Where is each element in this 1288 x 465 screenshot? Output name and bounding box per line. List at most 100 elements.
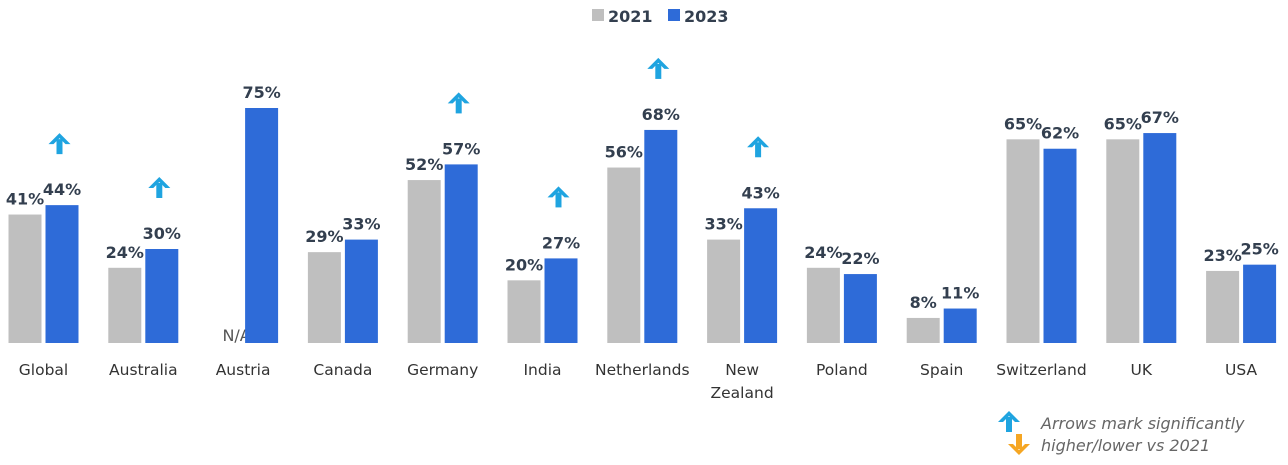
significance-up-arrow-icon-shaft: [555, 192, 562, 208]
bar-2023: [1143, 133, 1177, 343]
significance-up-arrow-icon: [547, 186, 570, 208]
value-label-2023: 25%: [1240, 240, 1278, 259]
bar-2021: [407, 180, 441, 343]
bar-2023: [644, 129, 678, 343]
significance-note: Arrows mark significantly higher/lower vs…: [998, 411, 1245, 455]
note-down-arrow-icon-shaft: [1016, 434, 1022, 449]
value-label-2021: 23%: [1203, 246, 1241, 265]
category-label: Australia: [109, 361, 178, 379]
value-label-2023: 22%: [841, 249, 879, 268]
legend: 2021 2023: [592, 7, 729, 26]
bar-2023: [943, 308, 977, 343]
significance-up-arrow-icon-shaft: [56, 139, 63, 155]
note-up-arrow-icon-shaft: [1006, 417, 1012, 432]
value-label-2021: 24%: [106, 243, 144, 262]
category-label: Netherlands: [595, 361, 689, 379]
value-label-2021: 65%: [1004, 114, 1042, 133]
significance-up-arrow-icon-head: [547, 186, 570, 198]
value-label-2023: 67%: [1141, 108, 1179, 127]
bar-2023: [1043, 148, 1077, 343]
value-label-2021: 24%: [804, 243, 842, 262]
value-label-2021: 52%: [405, 155, 443, 174]
legend-item-2021-label: 2021: [608, 7, 653, 26]
category-label-line: USA: [1225, 361, 1257, 379]
significance-up-arrow-icon-head: [747, 136, 770, 148]
value-label-2023: 11%: [941, 284, 979, 303]
bar-2023: [744, 208, 778, 343]
value-label-2021: 33%: [704, 215, 742, 234]
value-label-2021: 41%: [6, 190, 44, 209]
significance-up-arrow-icon: [747, 136, 770, 158]
significance-up-arrow-icon: [148, 177, 171, 198]
significance-up-arrow-icon-shaft: [755, 142, 762, 158]
bar-2023: [843, 274, 877, 343]
bar-2021: [108, 267, 142, 343]
value-label-2023: 43%: [741, 183, 779, 202]
significance-up-arrow-icon: [647, 57, 670, 79]
bar-2021: [906, 317, 940, 343]
category-label: India: [523, 361, 561, 379]
bar-2021: [806, 267, 840, 343]
legend-item-2023-label: 2023: [684, 7, 729, 26]
bar-2021: [1206, 270, 1240, 343]
bar-2023: [544, 258, 578, 343]
significance-up-arrow-icon-head: [647, 57, 670, 69]
note-line: Arrows mark significantly: [1040, 414, 1245, 433]
category-label-line: Switzerland: [996, 361, 1086, 379]
category-label: UK: [1131, 361, 1153, 379]
note-up-arrow-icon: [998, 411, 1020, 432]
category-label-line: Netherlands: [595, 361, 689, 379]
category-label-line: India: [523, 361, 561, 379]
value-label-2021: 65%: [1104, 114, 1142, 133]
significance-up-arrow-icon-shaft: [455, 98, 462, 114]
category-label-line: Australia: [109, 361, 178, 379]
bar-2023: [245, 108, 279, 343]
category-label: Germany: [407, 361, 478, 379]
note-down-arrow-icon: [1008, 434, 1030, 455]
category-label: New Zealand: [711, 361, 774, 402]
significance-up-arrow-icon: [48, 133, 71, 155]
category-label: Global: [19, 361, 68, 379]
plot-area: 41%44%Global24%30%AustraliaN/A75%Austria…: [6, 57, 1279, 402]
significance-up-arrow-icon: [447, 92, 470, 114]
significance-up-arrow-icon-head: [148, 177, 171, 188]
bar-2023: [145, 249, 179, 343]
bar-2021: [507, 280, 541, 343]
category-label: Canada: [313, 361, 372, 379]
category-label-line: Austria: [216, 361, 271, 379]
legend-item-2021: 2021: [592, 7, 653, 26]
bar-2021: [707, 239, 741, 343]
category-label-line: Spain: [920, 361, 963, 379]
category-label-line: New: [725, 361, 759, 379]
bar-2021: [307, 252, 341, 343]
bar-2021: [1106, 139, 1140, 343]
value-label-2023: 33%: [342, 215, 380, 234]
value-label-2023: 62%: [1041, 124, 1079, 143]
bar-2021: [1006, 139, 1040, 343]
bar-2023: [344, 239, 378, 343]
category-label-line: Poland: [816, 361, 868, 379]
value-label-2021: 29%: [305, 227, 343, 246]
value-label-2023: 57%: [442, 139, 480, 158]
value-label-2023: 68%: [642, 105, 680, 124]
significance-up-arrow-icon-shaft: [156, 183, 163, 198]
category-label-line: Germany: [407, 361, 478, 379]
note-down-arrow-icon-head: [1008, 444, 1030, 455]
category-label-line: UK: [1131, 361, 1153, 379]
category-label-line: Canada: [313, 361, 372, 379]
value-label-2023: 30%: [143, 224, 181, 243]
category-label: Austria: [216, 361, 271, 379]
value-label-2021: 20%: [505, 255, 543, 274]
legend-item-2023-swatch: [668, 9, 680, 21]
category-label: USA: [1225, 361, 1257, 379]
significance-up-arrow-icon-head: [447, 92, 470, 104]
legend-item-2023: 2023: [668, 7, 729, 26]
bar-2023: [444, 164, 478, 343]
value-label-2023: 44%: [43, 180, 81, 199]
significance-up-arrow-icon-head: [48, 133, 71, 145]
significance-up-arrow-icon-shaft: [655, 63, 662, 79]
value-label-2021-na: N/A: [222, 326, 250, 345]
category-label: Switzerland: [996, 361, 1086, 379]
category-label: Spain: [920, 361, 963, 379]
bar-2021: [607, 167, 641, 343]
